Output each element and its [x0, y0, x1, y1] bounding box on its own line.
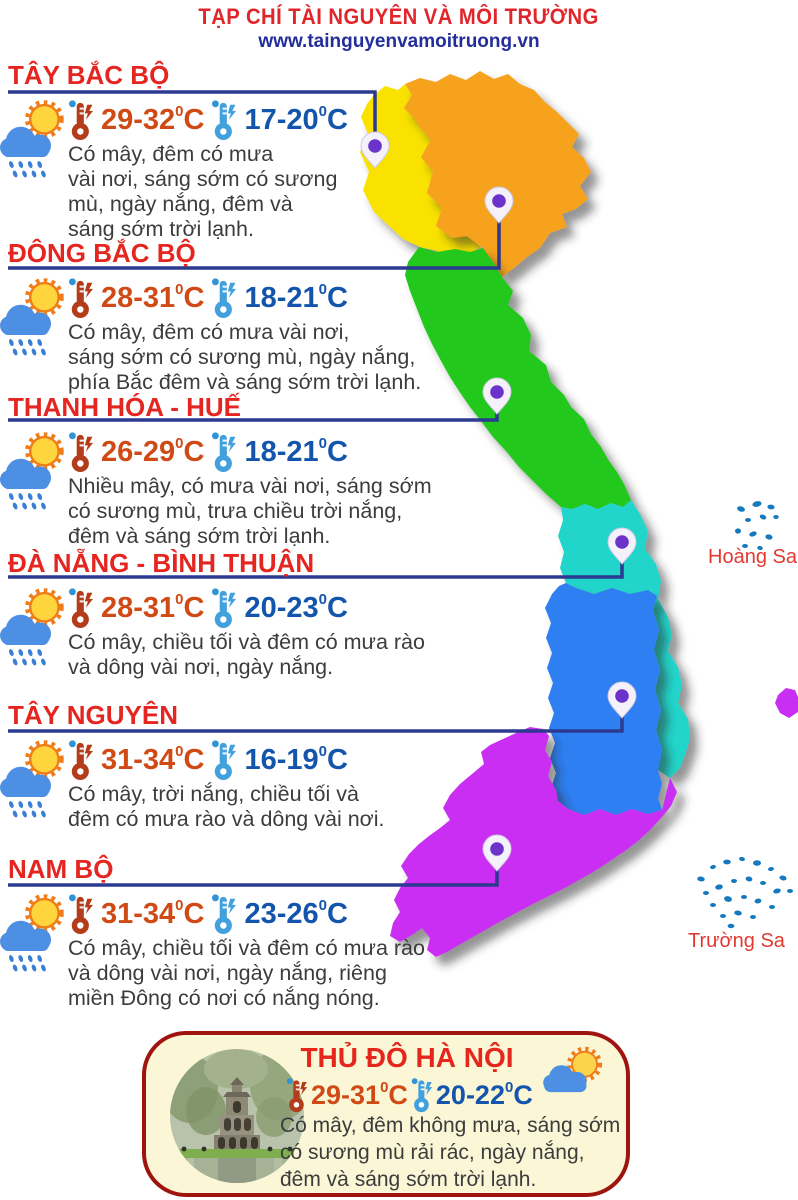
hoang-sa-label: Hoàng Sa: [708, 546, 797, 568]
night-temperature: 18-210C: [244, 434, 348, 468]
thermometer-hot-icon: [68, 893, 94, 935]
region-block-da-nang-binh-thuan: ĐÀ NẴNG - BÌNH THUẬN 28-310C 20-230C Có …: [8, 548, 442, 679]
forecast-text: Có mây, đêm có mưa vài nơi, sáng sớm có …: [68, 320, 421, 395]
forecast-text: Có mây, chiều tối và đêm có mưa rào và d…: [68, 936, 425, 1011]
thermometer-cold-icon: [211, 739, 237, 781]
thermometer-cold-icon: [211, 99, 237, 141]
region-title: TÂY NGUYÊN: [8, 700, 178, 730]
thermometer-cold-icon: [211, 277, 237, 319]
forecast-line: Có mây, trời nắng, chiều tối và: [68, 782, 359, 806]
thermometer-hot-icon: [286, 1077, 308, 1113]
forecast-text: Có mây, đêm có mưa vài nơi, sáng sớm có …: [68, 142, 337, 242]
forecast-line: Có mây, chiều tối và đêm có mưa rào: [68, 936, 425, 960]
cloud-sun-rain-icon: [0, 740, 68, 820]
hanoi-card: THỦ ĐÔ HÀ NỘI 29-310C 20-220C Có mây, đê…: [142, 1031, 630, 1197]
forecast-line: đêm và sáng sớm trời lạnh.: [280, 1168, 537, 1191]
map-region-tay-bac-bo: [360, 84, 480, 259]
map-region-nam-bo: [390, 727, 677, 957]
night-temperature: 23-260C: [244, 896, 348, 930]
forecast-line: phía Bắc đêm và sáng sớm trời lạnh.: [68, 370, 422, 394]
sun-cloud-icon: [542, 1045, 606, 1095]
cloud-sun-rain-icon: [0, 432, 68, 512]
forecast-line: Nhiều mây, có mưa vài nơi, sáng sớm: [68, 474, 432, 498]
region-block-nam-bo: NAM BỘ 31-340C 23-260C Có mây, chiều tối…: [8, 854, 442, 1010]
region-connectors: [8, 90, 624, 887]
forecast-text: Nhiều mây, có mưa vài nơi, sáng sớm có s…: [68, 474, 432, 549]
truong-sa-label: Trường Sa: [688, 930, 785, 952]
forecast-line: đêm và sáng sớm trời lạnh.: [68, 524, 331, 548]
map-region-dong-bac-bo: [404, 71, 591, 277]
map-region-thanh-hoa-hue: [405, 247, 631, 509]
region-title: NAM BỘ: [8, 854, 114, 884]
forecast-text: Có mây, trời nắng, chiều tối và đêm có m…: [68, 782, 385, 832]
forecast-line: đêm có mưa rào và dông vài nơi.: [68, 807, 385, 831]
night-temperature: 20-230C: [244, 590, 348, 624]
day-temperature: 31-340C: [101, 896, 205, 930]
day-temperature: 29-310C: [311, 1078, 408, 1110]
forecast-line: miền Đông có nơi có nắng nóng.: [68, 986, 380, 1010]
map-region-da-nang-binh-thuan: [558, 500, 690, 778]
magazine-title: TẠP CHÍ TÀI NGUYÊN VÀ MÔI TRƯỜNG: [198, 4, 600, 29]
forecast-line: mù, ngày nắng, đêm và: [68, 192, 293, 216]
cloud-sun-rain-icon: [0, 100, 68, 180]
cloud-sun-rain-icon: [0, 894, 68, 974]
region-block-dong-bac-bo: ĐÔNG BẮC BỘ 28-310C 18-210C Có mây, đêm …: [8, 238, 442, 394]
thermometer-hot-icon: [68, 739, 94, 781]
header: TẠP CHÍ TÀI NGUYÊN VÀ MÔI TRƯỜNG www.tai…: [0, 4, 798, 53]
region-title: TÂY BẮC BỘ: [8, 60, 170, 90]
night-temperature: 20-220C: [435, 1078, 533, 1110]
forecast-line: vài nơi, sáng sớm có sương: [68, 167, 338, 191]
hanoi-title: THỦ ĐÔ HÀ NỘI: [300, 1042, 514, 1073]
cloud-sun-rain-icon: [0, 278, 68, 358]
day-temperature: 31-340C: [101, 742, 205, 776]
day-temperature: 28-310C: [101, 590, 205, 624]
cloud-sun-rain-icon: [0, 588, 68, 668]
thermometer-cold-icon: [211, 587, 237, 629]
day-temperature: 26-290C: [101, 434, 205, 468]
thermometer-cold-icon: [211, 893, 237, 935]
forecast-line: Có mây, đêm có mưa: [68, 142, 274, 166]
forecast-line: và dông vài nơi, ngày nắng.: [68, 655, 334, 679]
forecast-line: sáng sớm trời lạnh.: [68, 217, 254, 241]
thermometer-cold-icon: [211, 431, 237, 473]
thermometer-hot-icon: [68, 587, 94, 629]
day-temperature: 29-320C: [101, 102, 205, 136]
region-title: THANH HÓA - HUẾ: [8, 392, 242, 422]
day-temperature: 28-310C: [101, 280, 205, 314]
forecast-text: Có mây, đêm không mưa, sáng sớm có sương…: [280, 1112, 620, 1193]
forecast-line: có sương mù rải rác, ngày nắng,: [280, 1141, 585, 1164]
forecast-line: Có mây, đêm có mưa vài nơi,: [68, 320, 350, 344]
map-splash: [775, 688, 798, 718]
forecast-line: sáng sớm có sương mù, ngày nắng,: [68, 345, 416, 369]
night-temperature: 16-190C: [244, 742, 348, 776]
map-region-tay-nguyen: [545, 583, 662, 815]
hoang-sa-islands: [735, 501, 779, 551]
night-temperature: 18-210C: [244, 280, 348, 314]
thermometer-hot-icon: [68, 431, 94, 473]
region-block-thanh-hoa-hue: THANH HÓA - HUẾ 26-290C 18-210C Nhiều mâ…: [8, 392, 442, 548]
region-title: ĐÔNG BẮC BỘ: [8, 238, 196, 268]
forecast-line: Có mây, đêm không mưa, sáng sớm: [280, 1114, 621, 1137]
thermometer-hot-icon: [68, 99, 94, 141]
region-block-tay-bac-bo: TÂY BẮC BỘ 29-320C 17-200C Có mây, đêm c…: [8, 60, 442, 241]
region-title: ĐÀ NẴNG - BÌNH THUẬN: [8, 548, 315, 578]
forecast-line: và dông vài nơi, ngày nắng, riêng: [68, 961, 387, 985]
forecast-line: Có mây, chiều tối và đêm có mưa rào: [68, 630, 425, 654]
night-temperature: 17-200C: [244, 102, 348, 136]
thermometer-hot-icon: [68, 277, 94, 319]
thermometer-cold-icon: [411, 1077, 433, 1113]
forecast-text: Có mây, chiều tối và đêm có mưa rào và d…: [68, 630, 425, 680]
region-block-tay-nguyen: TÂY NGUYÊN 31-340C 16-190C Có mây, trời …: [8, 700, 442, 831]
forecast-line: có sương mù, trưa chiều trời nắng,: [68, 499, 403, 523]
website-url: www.tainguyenvamoitruong.vn: [258, 31, 540, 52]
truong-sa-islands: [697, 856, 793, 929]
